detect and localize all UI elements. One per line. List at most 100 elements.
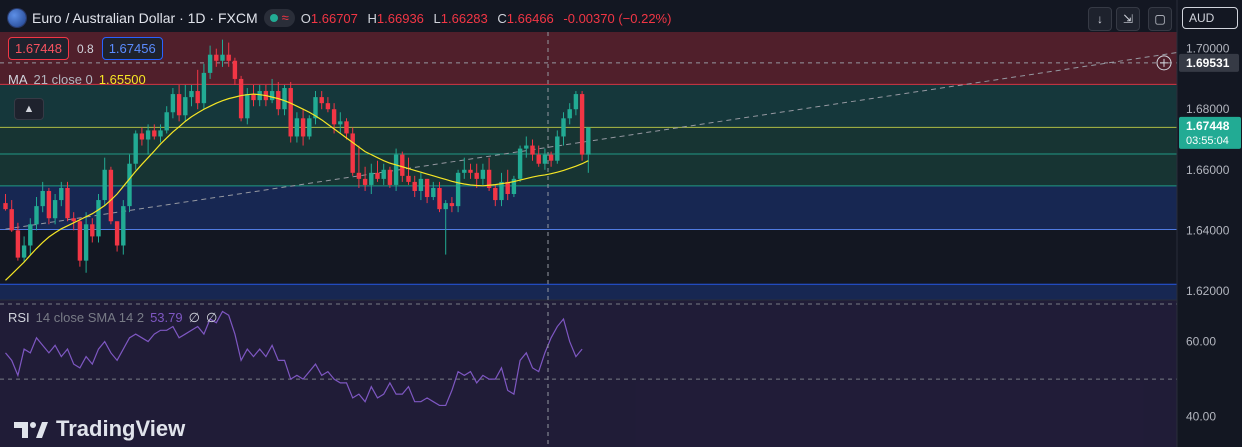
trend-line (5, 42, 1242, 230)
candle-body (462, 169, 467, 173)
candle-body (350, 133, 355, 173)
candle-body (517, 148, 523, 179)
candle-body (586, 127, 591, 155)
candle-body (555, 136, 560, 161)
ma-name: MA (8, 72, 28, 87)
candle-body (344, 121, 349, 134)
zone-blue (0, 284, 1177, 300)
candle-body (3, 203, 8, 210)
candle-body (251, 94, 256, 101)
candle-body (158, 130, 163, 137)
add-alert-plus-icon (1156, 55, 1172, 71)
rsi-label[interactable]: RSI (8, 310, 30, 325)
currency-selector[interactable]: AUD (1182, 7, 1238, 29)
scroll-down-button[interactable]: ↓ (1088, 7, 1112, 31)
candle-body (245, 94, 250, 119)
candle-body (226, 54, 231, 61)
rsi-tick-label: 40.00 (1186, 410, 1216, 424)
crosshair-price-label: 1.69531 (1186, 56, 1230, 70)
candle-body (294, 118, 300, 137)
candle-body (567, 109, 572, 119)
ma-params: 21 close 0 (33, 72, 93, 87)
candle-body (449, 203, 455, 207)
candle-body (561, 118, 566, 137)
candle-body (338, 121, 343, 125)
buy-price-button[interactable]: 1.67456 (101, 37, 163, 60)
candle-body (127, 163, 132, 207)
candle-body (573, 94, 579, 110)
zone-blue (0, 185, 1177, 230)
candle-body (232, 60, 238, 79)
collapse-legend-button[interactable]: ▲ (14, 98, 44, 120)
candle-body (424, 178, 430, 198)
candle-body (114, 221, 120, 246)
candle-body (9, 209, 14, 231)
candle-body (313, 97, 318, 119)
ohlc-readout: O1.66707 H1.66936 L1.66283 C1.66466 -0.0… (301, 11, 678, 26)
countdown-label: 03:55:04 (1186, 135, 1229, 147)
rsi-panel-bg (0, 300, 1177, 447)
candle-body (195, 91, 200, 104)
zone-layer (0, 32, 1242, 447)
candle-body (387, 169, 393, 185)
candle-body (21, 245, 27, 258)
currency-label: AUD (1189, 11, 1215, 25)
spread-value: 0.8 (77, 41, 94, 56)
ma-value: 1.65500 (98, 72, 146, 87)
candle-body (400, 154, 405, 176)
candle-body (77, 221, 83, 261)
candle-body (90, 224, 95, 237)
price-tick-label: 1.66000 (1186, 163, 1230, 177)
candle-body (524, 145, 529, 149)
candle-body (499, 181, 504, 201)
candle-body (269, 91, 275, 101)
candle-body (505, 181, 510, 195)
rsi-legend: RSI 14 close SMA 14 2 53.79 ∅ ∅ (8, 310, 217, 326)
candle-body (170, 94, 176, 113)
candle-body (183, 97, 188, 116)
currency-flag-icon (8, 9, 26, 27)
bid-ask-row: 1.67448 0.8 1.67456 (8, 37, 163, 60)
candle-body (325, 103, 331, 110)
price-axis-bg (1177, 0, 1242, 447)
candle-body (34, 206, 39, 225)
rsi-tick-label: 60.00 (1186, 335, 1216, 349)
candle-body (412, 181, 417, 191)
rsi-na-1: ∅ (188, 310, 200, 325)
candle-body (176, 94, 182, 116)
candle-body (164, 112, 169, 131)
candle-body (542, 154, 548, 164)
candle-body (102, 169, 107, 201)
open-label: O (300, 10, 311, 26)
candle-body (189, 91, 194, 98)
zone-green (0, 84, 1177, 128)
ma-legend: MA 21 close 0 1.65500 (8, 72, 146, 87)
collapse-view-button[interactable]: ⇲ (1116, 7, 1140, 31)
symbol-title[interactable]: Euro / Australian Dollar · 1D · FXCM (32, 10, 258, 26)
rsi-line (5, 310, 583, 407)
price-tick-label: 1.62000 (1186, 284, 1230, 298)
candle-body (474, 172, 479, 179)
rsi-value: 53.79 (150, 310, 183, 325)
low-value: 1.66283 (440, 10, 488, 26)
candle-body (201, 72, 207, 104)
candle-body (381, 169, 386, 179)
ma-indicator-label[interactable]: MA (8, 72, 28, 87)
maximize-button[interactable]: ▢ (1148, 7, 1172, 31)
rsi-params: 14 close SMA 14 2 (35, 310, 145, 325)
candle-body (443, 203, 448, 210)
low-label: L (433, 10, 441, 26)
open-value: 1.66707 (310, 10, 358, 26)
market-status-pill[interactable]: ≈ (263, 9, 295, 27)
candle-body (214, 54, 219, 61)
candle-body (369, 172, 374, 185)
close-value: 1.66466 (506, 10, 554, 26)
candle-body (548, 154, 554, 161)
brand-logo[interactable]: TradingView (14, 416, 185, 442)
candle-body (406, 175, 411, 182)
candle-body (238, 78, 244, 119)
sell-price-button[interactable]: 1.67448 (8, 37, 69, 60)
candle-body (207, 54, 213, 73)
candle-body (83, 224, 89, 261)
